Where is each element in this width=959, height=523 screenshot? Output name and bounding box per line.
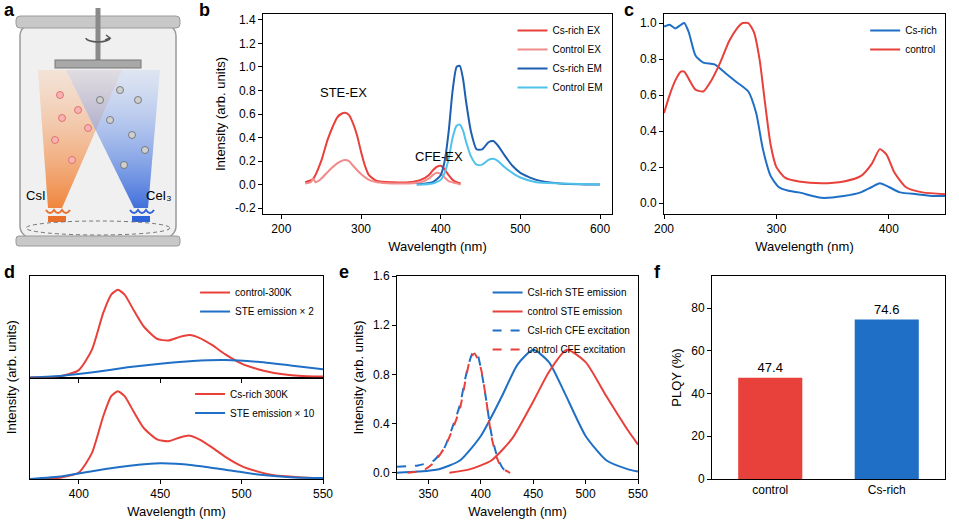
svg-text:350: 350 <box>418 487 438 501</box>
html-text:d: d <box>4 262 15 282</box>
svg-text:PLQY (%): PLQY (%) <box>669 348 684 406</box>
svg-text:CsI-rich STE emission: CsI-rich STE emission <box>528 287 627 298</box>
svg-text:20: 20 <box>691 429 705 443</box>
svg-text:Cs-rich 300K: Cs-rich 300K <box>230 389 288 400</box>
svg-text:CeI₃: CeI₃ <box>146 188 172 203</box>
svg-text:-0.2: -0.2 <box>235 201 256 215</box>
svg-text:0.0: 0.0 <box>373 466 390 480</box>
svg-text:Cs-rich: Cs-rich <box>868 483 906 497</box>
svg-text:control CFE excitation: control CFE excitation <box>528 344 626 355</box>
svg-text:0: 0 <box>698 472 705 486</box>
svg-text:300: 300 <box>766 222 786 236</box>
svg-text:74.6: 74.6 <box>874 302 899 317</box>
svg-text:STE emission × 10: STE emission × 10 <box>230 408 315 419</box>
svg-text:0.0: 0.0 <box>640 196 657 210</box>
svg-text:1.2: 1.2 <box>239 37 256 51</box>
svg-text:control: control <box>905 44 935 55</box>
svg-text:0.4: 0.4 <box>640 124 657 138</box>
svg-text:control: control <box>752 483 788 497</box>
svg-text:Intensity (arb. units): Intensity (arb. units) <box>213 57 228 171</box>
svg-text:CFE-EX: CFE-EX <box>415 149 463 164</box>
svg-text:Wavelength (nm): Wavelength (nm) <box>127 504 226 519</box>
html-text:a: a <box>4 0 14 20</box>
svg-text:450: 450 <box>523 487 543 501</box>
svg-text:40: 40 <box>691 387 705 401</box>
svg-text:80: 80 <box>691 301 705 315</box>
svg-text:Control EX: Control EX <box>553 44 602 55</box>
svg-text:1.6: 1.6 <box>373 269 390 283</box>
svg-text:500: 500 <box>510 222 530 236</box>
svg-text:control STE emission: control STE emission <box>528 306 622 317</box>
svg-text:CsI: CsI <box>26 188 46 203</box>
svg-text:600: 600 <box>590 222 610 236</box>
svg-text:1.0: 1.0 <box>640 16 657 30</box>
svg-text:control-300K: control-300K <box>235 287 292 298</box>
svg-text:0.4: 0.4 <box>373 417 390 431</box>
svg-text:Cs-rich EM: Cs-rich EM <box>553 63 602 74</box>
svg-text:550: 550 <box>313 487 333 501</box>
svg-text:CsI-rich CFE excitation: CsI-rich CFE excitation <box>528 325 630 336</box>
html-text:e: e <box>339 262 349 282</box>
svg-text:Wavelength (nm): Wavelength (nm) <box>388 239 487 254</box>
svg-text:0.0: 0.0 <box>239 178 256 192</box>
html-text:b: b <box>199 0 210 20</box>
svg-text:Control EM: Control EM <box>553 82 603 93</box>
svg-text:550: 550 <box>628 487 648 501</box>
svg-text:0.8: 0.8 <box>640 52 657 66</box>
svg-text:60: 60 <box>691 344 705 358</box>
svg-text:200: 200 <box>654 222 674 236</box>
svg-text:0.8: 0.8 <box>373 368 390 382</box>
svg-text:STE-EX: STE-EX <box>320 85 367 100</box>
svg-text:Intensity (arb. units): Intensity (arb. units) <box>351 320 366 434</box>
svg-text:1.2: 1.2 <box>373 318 390 332</box>
svg-text:0.2: 0.2 <box>640 160 657 174</box>
svg-text:500: 500 <box>576 487 596 501</box>
svg-text:1.0: 1.0 <box>239 60 256 74</box>
svg-text:47.4: 47.4 <box>758 360 783 375</box>
svg-text:0.6: 0.6 <box>239 107 256 121</box>
svg-text:300: 300 <box>351 222 371 236</box>
svg-text:400: 400 <box>431 222 451 236</box>
svg-text:Wavelength (nm): Wavelength (nm) <box>755 239 854 254</box>
svg-text:400: 400 <box>879 222 899 236</box>
svg-text:0.4: 0.4 <box>239 131 256 145</box>
svg-text:500: 500 <box>232 487 252 501</box>
svg-text:Intensity (arb. units): Intensity (arb. units) <box>4 320 19 434</box>
svg-text:200: 200 <box>271 222 291 236</box>
svg-text:1.4: 1.4 <box>239 13 256 27</box>
html-text:c: c <box>624 0 634 20</box>
svg-text:450: 450 <box>150 487 170 501</box>
svg-text:Wavelength (nm): Wavelength (nm) <box>468 504 567 519</box>
svg-text:400: 400 <box>471 487 491 501</box>
svg-text:0.8: 0.8 <box>239 84 256 98</box>
svg-text:Cs-rich: Cs-rich <box>905 25 937 36</box>
svg-text:0.6: 0.6 <box>640 88 657 102</box>
svg-text:Cs-rich EX: Cs-rich EX <box>553 25 601 36</box>
svg-text:0.2: 0.2 <box>239 154 256 168</box>
svg-text:STE emission × 2: STE emission × 2 <box>235 306 314 317</box>
html-text:f: f <box>654 262 660 282</box>
svg-text:400: 400 <box>69 487 89 501</box>
